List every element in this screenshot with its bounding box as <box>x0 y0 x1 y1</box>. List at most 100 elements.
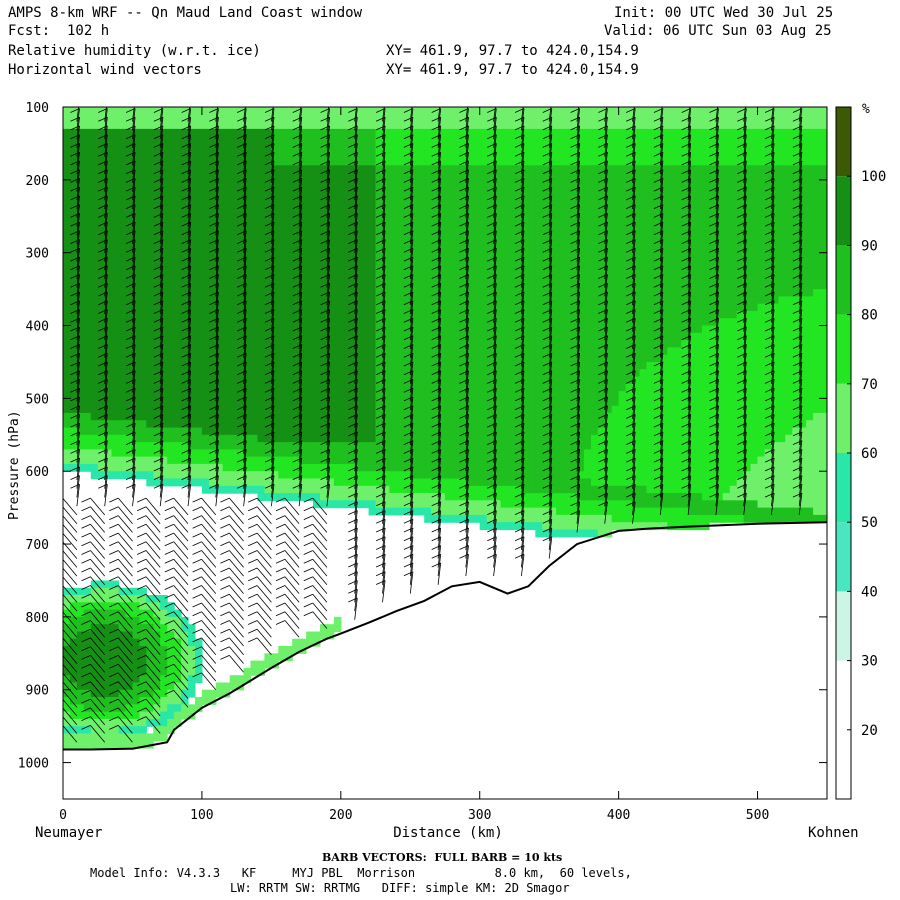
rh-cell <box>229 187 238 195</box>
rh-cell <box>521 514 529 523</box>
rh-cell <box>83 587 92 596</box>
rh-cell <box>236 478 245 487</box>
rh-cell <box>493 412 502 421</box>
rh-cell <box>111 201 120 210</box>
rh-cell <box>389 412 397 421</box>
rh-cell <box>139 660 147 669</box>
rh-cell <box>354 238 363 246</box>
rh-cell <box>535 405 543 414</box>
rh-cell <box>139 289 147 297</box>
rh-cell <box>486 201 495 210</box>
rh-cell <box>535 354 543 363</box>
rh-cell <box>118 369 127 378</box>
rh-cell <box>160 383 168 392</box>
rh-cell <box>618 456 627 465</box>
rh-cell <box>243 427 252 436</box>
rh-cell <box>111 449 120 458</box>
rh-cell <box>278 172 286 181</box>
rh-cell <box>222 230 231 239</box>
rh-cell <box>195 260 203 268</box>
rh-cell <box>63 369 71 378</box>
rh-cell <box>167 653 175 662</box>
rh-cell <box>445 296 453 305</box>
rh-cell <box>153 704 161 713</box>
rh-cell <box>333 216 342 225</box>
rh-cell <box>361 325 370 334</box>
rh-cell <box>500 121 509 130</box>
rh-cell <box>403 230 411 239</box>
rh-cell <box>292 318 300 327</box>
rh-cell <box>257 383 265 392</box>
rh-cell <box>215 187 224 195</box>
rh-cell <box>285 646 293 654</box>
rh-cell <box>542 427 550 436</box>
rh-cell <box>195 179 203 188</box>
rh-cell <box>146 383 154 392</box>
rh-cell <box>563 201 571 210</box>
rh-cell <box>285 150 293 159</box>
rh-cell <box>493 361 502 370</box>
rh-cell <box>590 194 599 203</box>
rh-cell <box>299 463 307 472</box>
rh-cell <box>250 434 258 443</box>
rh-cell <box>229 121 238 130</box>
rh-cell <box>160 172 168 181</box>
rh-cell <box>326 471 335 480</box>
rh-cell <box>63 332 71 341</box>
rh-cell <box>347 267 356 276</box>
rh-cell <box>306 347 314 356</box>
rh-cell <box>417 121 425 130</box>
rh-cell <box>389 267 397 276</box>
rh-cell <box>243 216 252 225</box>
rh-cell <box>250 354 258 363</box>
rh-cell <box>229 361 238 370</box>
rh-cell <box>528 398 536 407</box>
rh-cell <box>431 318 439 327</box>
rh-cell <box>132 616 140 625</box>
rh-cell <box>320 405 328 414</box>
rh-cell <box>306 179 314 188</box>
rh-cell <box>632 107 640 115</box>
rh-cell <box>583 201 592 210</box>
rh-cell <box>333 456 342 465</box>
rh-cell <box>139 704 147 713</box>
rh-cell <box>521 187 529 195</box>
rh-cell <box>632 230 640 239</box>
rh-cell <box>250 107 258 115</box>
rh-cell <box>542 230 550 239</box>
rh-cell <box>382 354 390 363</box>
rh-cell <box>375 260 383 268</box>
rh-cell <box>583 230 592 239</box>
rh-cell <box>389 463 397 472</box>
rh-cell <box>396 238 404 246</box>
rh-cell <box>556 187 564 195</box>
rh-cell <box>313 274 321 283</box>
rh-cell <box>340 376 349 385</box>
rh-cell <box>577 427 585 436</box>
rh-cell <box>604 427 613 436</box>
rh-cell <box>333 209 342 217</box>
rh-cell <box>500 340 509 348</box>
rh-cell <box>278 209 286 217</box>
rh-cell <box>188 245 196 254</box>
rh-cell <box>97 711 106 720</box>
rh-cell <box>132 128 140 137</box>
rh-cell <box>604 442 613 450</box>
rh-cell <box>97 332 106 341</box>
rh-cell <box>382 216 390 225</box>
rh-cell <box>340 128 349 137</box>
rh-cell <box>368 340 377 348</box>
rh-cell <box>139 740 147 749</box>
rh-cell <box>264 230 272 239</box>
rh-cell <box>326 158 335 166</box>
rh-cell <box>347 311 356 319</box>
rh-cell <box>250 281 258 290</box>
rh-cell <box>278 223 286 232</box>
rh-cell <box>306 325 314 334</box>
rh-cell <box>90 281 99 290</box>
rh-cell <box>549 274 557 283</box>
rh-cell <box>549 325 557 334</box>
rh-cell <box>597 274 606 283</box>
rh-cell <box>132 201 140 210</box>
rh-cell <box>438 121 446 130</box>
